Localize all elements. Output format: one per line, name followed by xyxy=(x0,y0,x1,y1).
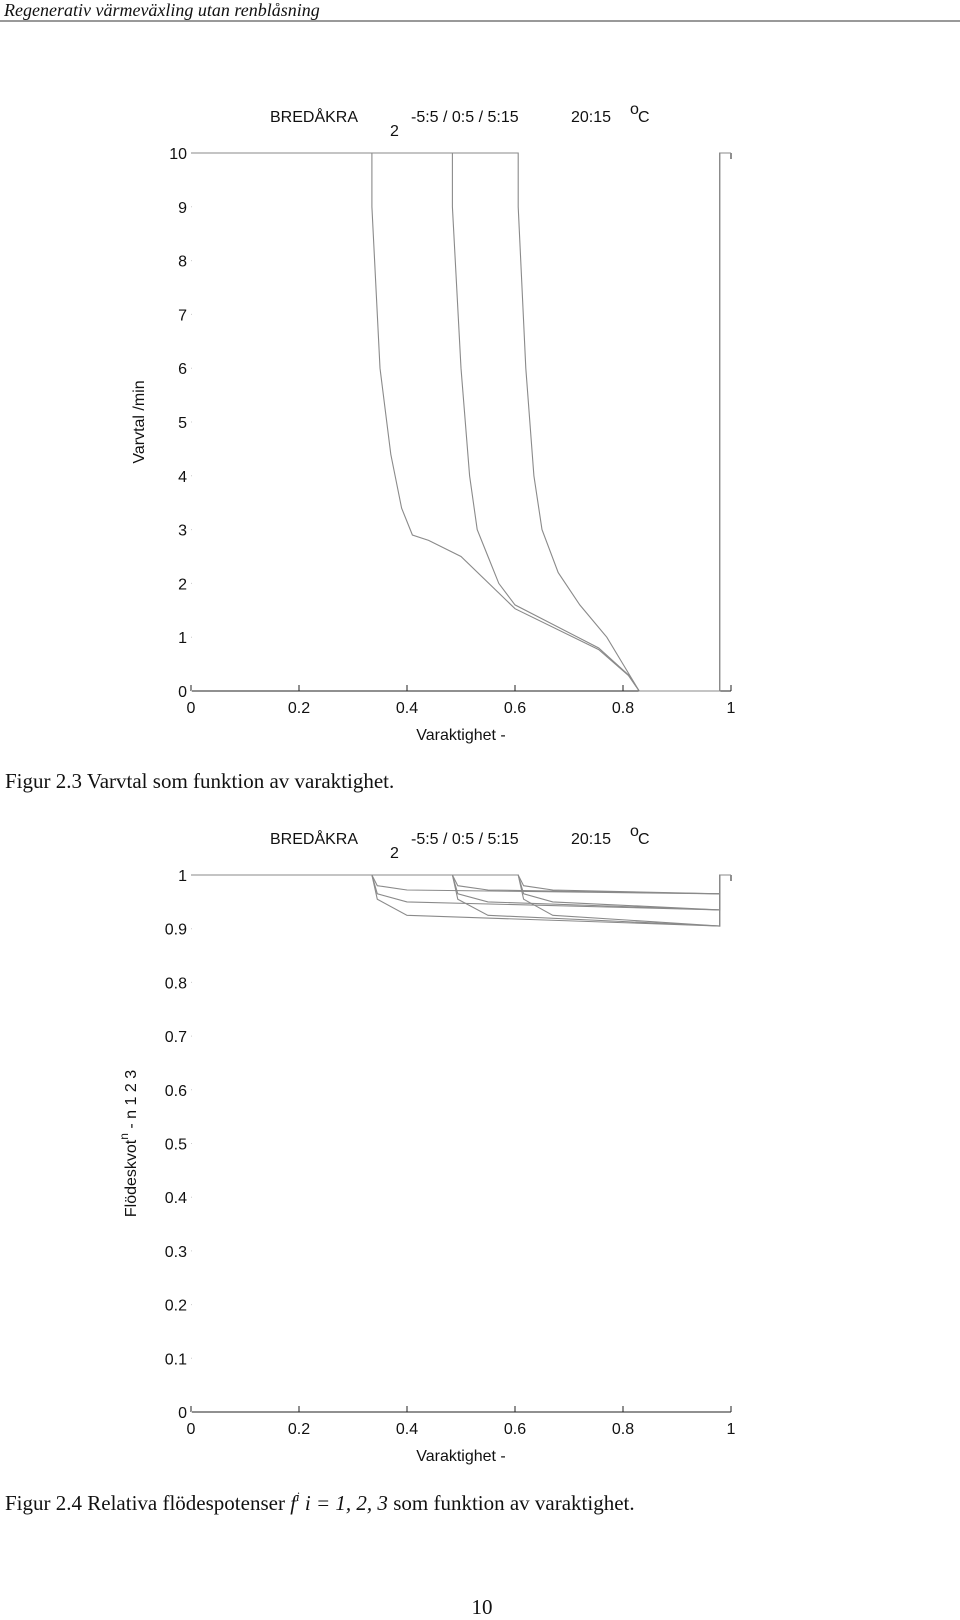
x-tick-label: 1 xyxy=(727,1421,736,1438)
x-tick-label: 0.4 xyxy=(396,700,418,717)
y-tick-label: 0.5 xyxy=(165,1137,187,1154)
series-line xyxy=(191,152,731,692)
y-tick-label: 0 xyxy=(178,684,187,701)
chart-title: 20:15 xyxy=(571,831,611,848)
y-tick-label: 0.2 xyxy=(165,1298,187,1315)
y-tick-label: 10 xyxy=(169,146,187,163)
chart-title: 2 xyxy=(390,123,399,140)
y-tick-label: 1 xyxy=(178,868,187,885)
x-tick-label: 0.6 xyxy=(504,1421,526,1438)
page-number: 10 xyxy=(472,1595,493,1619)
x-tick-label: 0.8 xyxy=(612,1421,634,1438)
y-tick-label: 3 xyxy=(178,523,187,540)
y-axis-label: Flödeskvotn - n 1 2 3 xyxy=(117,1070,140,1217)
chart-title: C xyxy=(638,831,650,848)
y-tick-label: 0.1 xyxy=(165,1351,187,1368)
chart-title: BREDÅKRA xyxy=(270,829,358,848)
y-tick-label: 9 xyxy=(178,200,187,217)
y-tick-label: 0.6 xyxy=(165,1083,187,1100)
chart-title: -5:5 / 0:5 / 5:15 xyxy=(411,109,519,126)
series-line xyxy=(191,152,731,692)
y-tick-label: 0.7 xyxy=(165,1029,187,1046)
chart-title: C xyxy=(638,109,650,126)
y-tick-label: 1 xyxy=(178,630,187,647)
y-tick-label: 4 xyxy=(178,469,187,486)
x-tick-label: 0 xyxy=(187,700,196,717)
y-tick-label: 7 xyxy=(178,307,187,324)
caption-text: i = 1, 2, 3 xyxy=(300,1491,388,1515)
caption-text: Figur 2.4 Relativa flödespotenser xyxy=(5,1491,290,1515)
y-tick-label: 6 xyxy=(178,361,187,378)
x-tick-label: 1 xyxy=(727,700,736,717)
caption-text: Figur 2.3 Varvtal som funktion av varakt… xyxy=(5,769,394,793)
series-line xyxy=(191,874,731,927)
x-axis-label: Varaktighet - xyxy=(416,727,506,744)
series-line xyxy=(191,874,731,895)
chart-title: 2 xyxy=(390,845,399,862)
y-axis-label: Varvtal /min xyxy=(131,380,148,463)
caption-text: f xyxy=(290,1491,299,1515)
series-line xyxy=(191,152,731,692)
caption: Figur 2.4 Relativa flödespotenser fi i =… xyxy=(5,1489,635,1515)
chart-title: BREDÅKRA xyxy=(270,107,358,126)
caption-text: i xyxy=(296,1489,300,1504)
x-tick-label: 0 xyxy=(187,1421,196,1438)
caption: Figur 2.3 Varvtal som funktion av varakt… xyxy=(5,769,394,793)
y-tick-label: 0 xyxy=(178,1405,187,1422)
x-tick-label: 0.4 xyxy=(396,1421,418,1438)
y-tick-label: 0.9 xyxy=(165,922,187,939)
x-tick-label: 0.2 xyxy=(288,700,310,717)
y-tick-label: 5 xyxy=(178,415,187,432)
header: Regenerativ värmeväxling utan renblåsnin… xyxy=(3,0,320,20)
y-axis-label-part: Varvtal /min xyxy=(131,380,148,463)
series-line xyxy=(191,874,731,927)
chart-title: o xyxy=(630,101,639,118)
chart-title: 20:15 xyxy=(571,109,611,126)
chart-title: -5:5 / 0:5 / 5:15 xyxy=(411,831,519,848)
y-axis-label-part: n xyxy=(117,1133,131,1140)
x-axis-label: Varaktighet - xyxy=(416,1448,506,1465)
y-axis-label-part: - n 1 2 3 xyxy=(123,1070,140,1133)
x-tick-label: 0.2 xyxy=(288,1421,310,1438)
y-tick-label: 0.8 xyxy=(165,975,187,992)
x-tick-label: 0.6 xyxy=(504,700,526,717)
chart-title: o xyxy=(630,823,639,840)
caption-text: som funktion av varaktighet. xyxy=(388,1491,635,1515)
y-axis-label-part: Flödeskvot xyxy=(123,1139,140,1217)
y-tick-label: 0.4 xyxy=(165,1190,187,1207)
y-tick-label: 8 xyxy=(178,254,187,271)
x-tick-label: 0.8 xyxy=(612,700,634,717)
y-tick-label: 2 xyxy=(178,576,187,593)
y-tick-label: 0.3 xyxy=(165,1244,187,1261)
